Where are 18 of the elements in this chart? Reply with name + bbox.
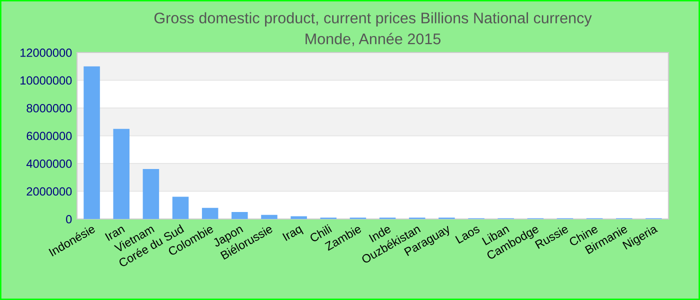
bar (261, 214, 278, 219)
y-tick-label: 4000000 (26, 160, 72, 168)
bar (232, 212, 248, 219)
x-tick-label: Laos (455, 224, 480, 244)
x-tick-label: Iraq (282, 224, 304, 244)
y-tick-label: 0 (66, 215, 72, 224)
chart-title: Gross domestic product, current prices Billions National currency Monde, Année 2015 (154, 12, 592, 46)
bar (142, 169, 160, 219)
y-tick-label: 12000000 (20, 48, 72, 57)
y-tick-label: 10000000 (20, 76, 72, 85)
y-tick-label: 6000000 (26, 132, 72, 140)
y-tick-label: 2000000 (26, 187, 72, 196)
bar (113, 128, 130, 219)
bar (290, 216, 307, 219)
bar (172, 196, 189, 219)
bar (84, 66, 100, 219)
y-tick-label: 8000000 (26, 104, 72, 112)
bar (202, 208, 218, 219)
